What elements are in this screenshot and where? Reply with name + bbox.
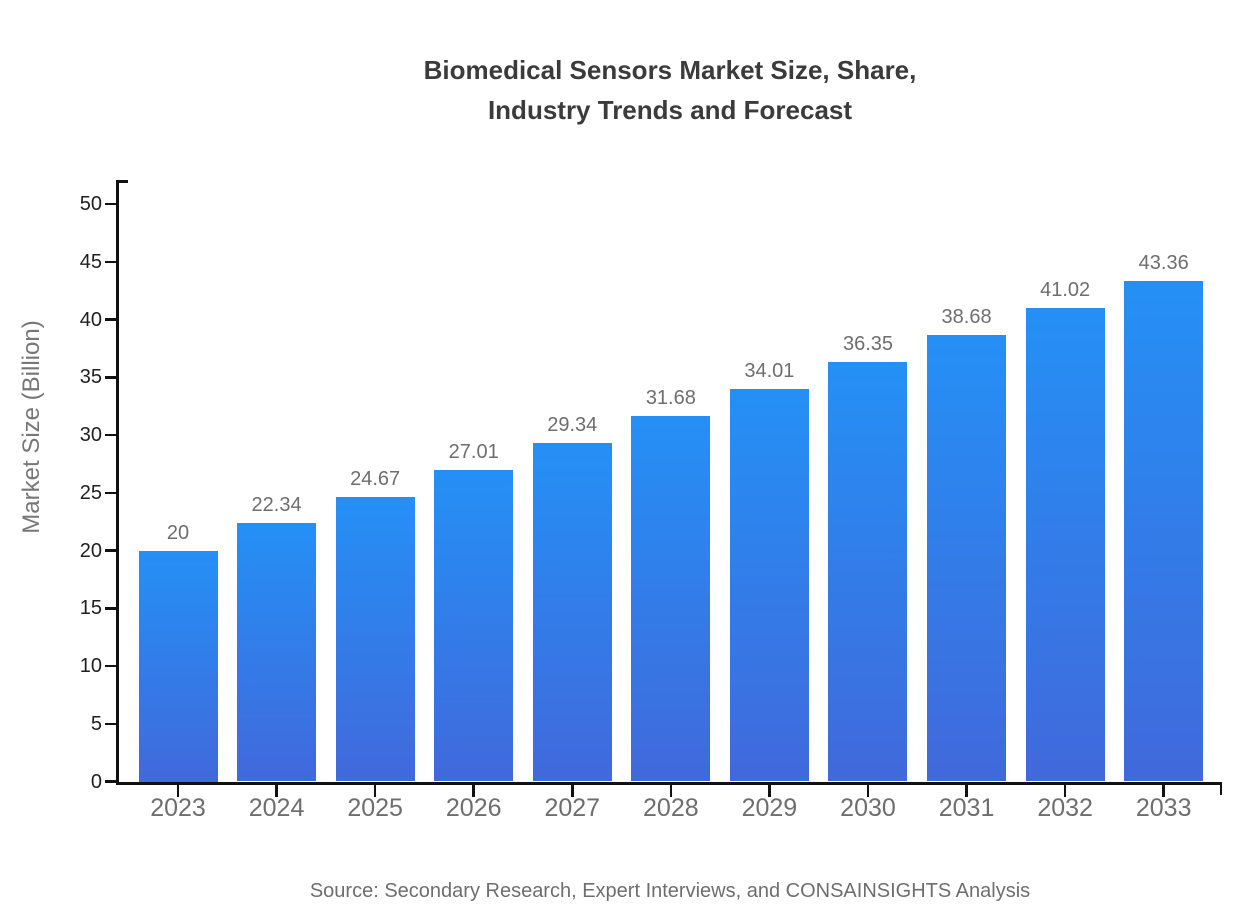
x-tick (965, 784, 968, 797)
source-note: Source: Secondary Research, Expert Inter… (309, 880, 1031, 902)
x-axis-end-cap (1219, 782, 1222, 795)
y-tick-label: 0 (90, 770, 102, 793)
x-tick (373, 784, 377, 797)
bar-value-label: 29.34 (547, 413, 598, 436)
bar (828, 361, 908, 782)
y-tick-label: 50 (79, 193, 102, 215)
y-tick (105, 376, 118, 379)
x-tick (571, 784, 574, 797)
y-tick (105, 722, 118, 725)
x-tick (866, 784, 870, 797)
y-tick (105, 202, 118, 206)
bar-value-label: 38.68 (941, 305, 992, 328)
x-tick-label: 2033 (1135, 794, 1192, 822)
bar (237, 523, 317, 782)
y-tick-label: 25 (79, 481, 102, 504)
y-tick (105, 664, 118, 668)
y-tick-label: 40 (79, 308, 102, 331)
x-tick (1063, 784, 1067, 797)
x-tick-label: 2028 (643, 794, 699, 822)
y-tick (105, 318, 118, 321)
bar-value-label: 20 (166, 521, 190, 544)
x-tick (176, 784, 180, 797)
bar (1124, 280, 1204, 782)
bar-value-label: 24.67 (350, 467, 401, 490)
x-tick-label: 2023 (150, 794, 206, 822)
y-tick (105, 780, 118, 783)
chart-title-line-2: Industry Trends and Forecast (487, 95, 853, 125)
bar-value-label: 41.02 (1040, 278, 1091, 301)
bar (631, 415, 711, 782)
bar-value-label: 34.01 (744, 359, 795, 382)
x-tick (669, 784, 673, 797)
x-tick-label: 2030 (840, 794, 896, 822)
x-tick (1162, 784, 1165, 797)
y-tick (105, 260, 118, 263)
y-axis-end-cap (116, 180, 128, 183)
y-tick-label: 45 (79, 250, 102, 273)
x-tick (275, 784, 278, 797)
x-tick (768, 784, 771, 797)
y-tick-label: 35 (79, 366, 102, 389)
x-tick-label: 2027 (544, 794, 601, 822)
x-tick-label: 2031 (938, 794, 995, 822)
y-tick-label: 20 (79, 539, 102, 562)
bar-value-label: 31.68 (645, 386, 696, 409)
y-tick (105, 549, 118, 552)
bar (434, 469, 514, 782)
x-tick-label: 2032 (1037, 794, 1093, 822)
x-tick-label: 2029 (741, 794, 798, 822)
bar (927, 334, 1007, 782)
bar (335, 496, 415, 782)
y-tick (105, 433, 118, 437)
y-axis-line (116, 180, 119, 785)
y-tick-label: 5 (90, 712, 102, 735)
bar-value-label: 22.34 (251, 494, 302, 517)
chart-title: Biomedical Sensors Market Size, Share, I… (118, 50, 1222, 130)
y-tick (105, 607, 118, 610)
bar (729, 388, 809, 782)
bar (532, 442, 612, 782)
bar (138, 550, 218, 782)
chart-title-line-1: Biomedical Sensors Market Size, Share, (423, 55, 917, 85)
x-tick (472, 784, 475, 797)
bar (1025, 307, 1105, 782)
x-tick-label: 2025 (347, 794, 403, 822)
y-tick (105, 491, 118, 494)
y-tick-label: 30 (79, 424, 102, 446)
x-tick-label: 2026 (445, 794, 502, 822)
y-tick-label: 15 (79, 597, 102, 620)
x-axis-line (116, 782, 1222, 785)
bar-value-label: 43.36 (1138, 251, 1189, 274)
bar-value-label: 27.01 (448, 440, 499, 463)
y-tick-label: 10 (79, 655, 102, 677)
x-tick-label: 2024 (248, 794, 305, 822)
bar-value-label: 36.35 (842, 332, 894, 355)
